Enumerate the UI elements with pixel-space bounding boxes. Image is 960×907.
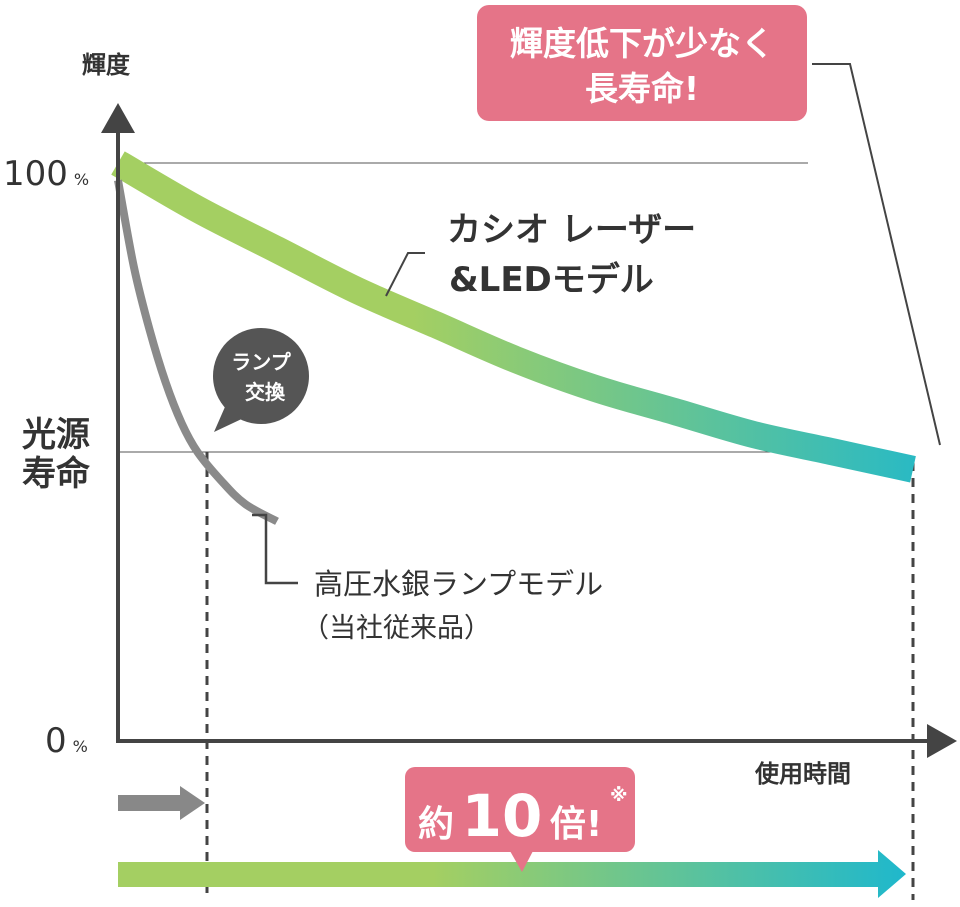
ratio-bubble: 約 10 倍! ※ <box>405 767 635 872</box>
x-axis-arrow <box>927 724 957 758</box>
y-tick-100-label: 100% <box>3 154 89 194</box>
lamp-exchange-text-line2: 交換 <box>245 380 286 404</box>
callout-leader <box>812 63 941 446</box>
y-axis-arrow <box>101 103 135 133</box>
laser-life-arrow <box>118 850 906 898</box>
lamp-label-leader <box>252 513 298 585</box>
ratio-prefix: 約 <box>418 804 454 845</box>
laser-series-name-line2: &LEDモデル <box>449 260 654 300</box>
callout-line1: 輝度低下が少なく <box>510 24 774 63</box>
ratio-footnote-mark: ※ <box>610 785 628 806</box>
light-source-life-label-line2: 寿命 <box>22 454 90 494</box>
mercury-lamp-series-line <box>114 179 279 525</box>
ratio-text: 約 10 倍! <box>418 782 602 850</box>
lamp-series-name-line2: （当社従来品） <box>302 613 491 644</box>
laser-series-name-line1: カシオ レーザー <box>447 210 696 250</box>
y-tick-0-label: 0% <box>45 721 88 761</box>
ratio-suffix: 倍! <box>550 804 602 845</box>
light-source-life-label-line1: 光源 <box>22 415 90 455</box>
callout-line2: 長寿命! <box>585 69 699 108</box>
lamp-life-arrow <box>118 786 205 820</box>
lamp-series-name-line1: 高圧水銀ランプモデル <box>314 567 603 601</box>
y-axis-label: 輝度 <box>82 51 131 79</box>
laser-led-series-band <box>111 151 916 483</box>
longevity-callout: 輝度低下が少なく 長寿命! <box>477 5 807 121</box>
x-axis-label: 使用時間 <box>754 760 851 788</box>
ratio-number: 10 <box>462 782 543 850</box>
laser-label-leader <box>385 252 425 297</box>
lamp-exchange-bubble: ランプ 交換 <box>213 328 309 432</box>
lamp-exchange-text-line1: ランプ <box>231 350 291 374</box>
